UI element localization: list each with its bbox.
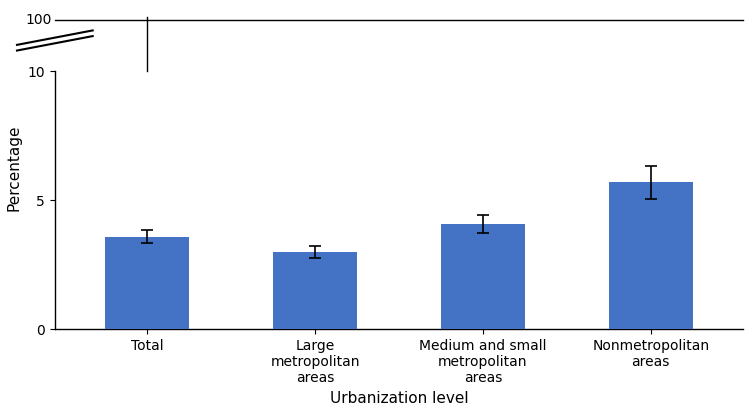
- Y-axis label: Percentage: Percentage: [7, 125, 22, 211]
- Bar: [609, 183, 693, 330]
- X-axis label: Urbanization level: Urbanization level: [330, 391, 468, 406]
- Bar: [441, 223, 525, 330]
- Bar: [105, 237, 189, 330]
- Text: 100: 100: [25, 13, 52, 27]
- Bar: [273, 252, 357, 330]
